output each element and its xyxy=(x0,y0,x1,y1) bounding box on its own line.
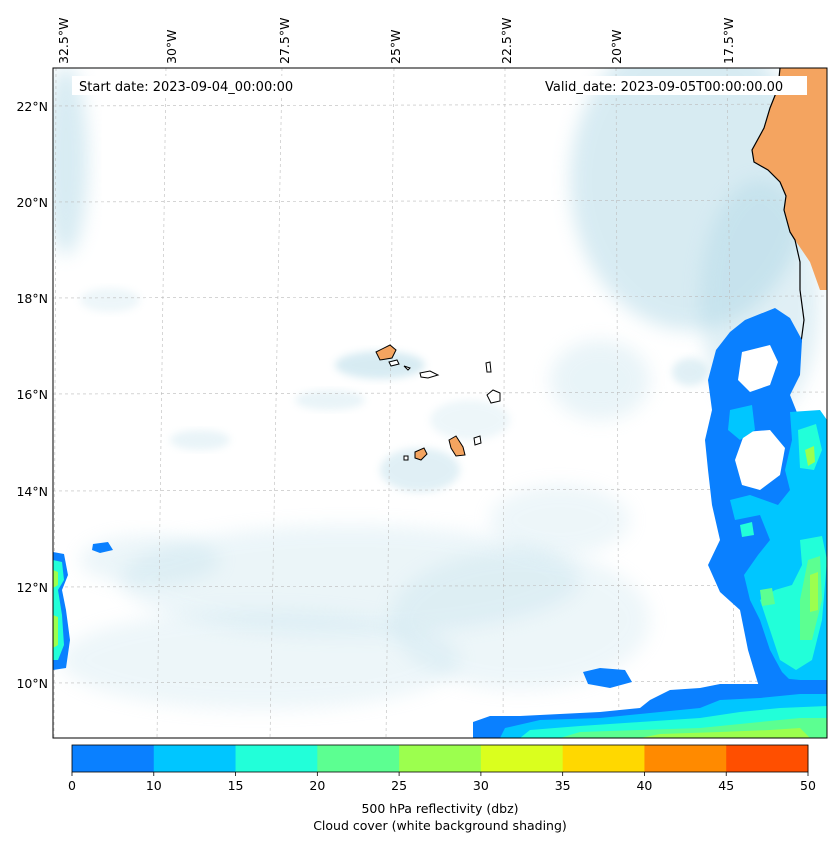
colorbar-swatch xyxy=(726,745,809,772)
lat-label-12n: 12°N xyxy=(16,580,48,595)
colorbar-sublabel: Cloud cover (white background shading) xyxy=(313,818,567,833)
colorbar-tick-label: 20 xyxy=(309,778,325,793)
colorbar-tick-label: 0 xyxy=(68,778,76,793)
cloud-cover-shading xyxy=(53,68,820,710)
lon-label-30w: 30°W xyxy=(164,29,179,64)
start-date-label: Start date: 2023-09-04_00:00:00 xyxy=(79,80,293,95)
lat-label-14n: 14°N xyxy=(16,484,48,499)
reflectivity-east xyxy=(705,308,827,700)
colorbar: 0 10 15 20 25 30 35 40 45 50 500 hPa reflectivity… xyxy=(68,744,816,833)
lon-label-27-5w: 27.5°W xyxy=(277,18,292,64)
map-panel: Start date: 2023-09-04_00:00:00 Valid_da… xyxy=(16,18,828,739)
start-date-box xyxy=(72,76,310,95)
lat-label-18n: 18°N xyxy=(16,291,48,306)
colorbar-frame xyxy=(71,744,809,773)
colorbar-swatch xyxy=(562,745,645,772)
longitude-labels: 32.5°W 30°W 27.5°W 25°W 22.5°W 20°W 17.5… xyxy=(56,18,736,64)
colorbar-swatch xyxy=(480,745,564,772)
colorbar-swatch xyxy=(235,745,318,772)
colorbar-tick-label: 25 xyxy=(391,778,407,793)
colorbar-swatch xyxy=(153,745,237,772)
lat-label-16n: 16°N xyxy=(16,387,48,402)
colorbar-tick-label: 40 xyxy=(636,778,652,793)
colorbar-swatch xyxy=(399,745,482,772)
lon-label-25w: 25°W xyxy=(388,29,403,64)
colorbar-swatch xyxy=(72,745,155,772)
colorbar-ticks: 0 10 15 20 25 30 35 40 45 50 xyxy=(68,772,816,793)
lon-label-22-5w: 22.5°W xyxy=(499,18,514,64)
lon-label-17-5w: 17.5°W xyxy=(721,18,736,64)
colorbar-tick-label: 15 xyxy=(228,778,244,793)
colorbar-swatch xyxy=(644,745,727,772)
lon-label-32-5w: 32.5°W xyxy=(56,18,71,64)
latitude-labels: 22°N 20°N 18°N 16°N 14°N 12°N 10°N xyxy=(16,99,48,691)
colorbar-tick-label: 30 xyxy=(473,778,489,793)
lon-label-20w: 20°W xyxy=(609,29,624,64)
colorbar-tick-label: 10 xyxy=(146,778,162,793)
colorbar-tick-label: 45 xyxy=(718,778,734,793)
colorbar-swatch xyxy=(317,745,400,772)
reflectivity-south xyxy=(473,668,827,738)
colorbar-swatches xyxy=(72,745,809,772)
cape-verde-islands xyxy=(375,344,501,461)
lat-label-22n: 22°N xyxy=(16,99,48,114)
colorbar-tick-label: 35 xyxy=(555,778,571,793)
lat-label-10n: 10°N xyxy=(16,676,48,691)
map-frame xyxy=(52,67,828,739)
valid-date-box xyxy=(540,76,807,95)
valid-date-label: Valid_date: 2023-09-05T00:00:00.00 xyxy=(545,80,783,95)
lat-label-20n: 20°N xyxy=(16,195,48,210)
colorbar-tick-label: 50 xyxy=(800,778,816,793)
colorbar-label: 500 hPa reflectivity (dbz) xyxy=(361,801,518,816)
reflectivity-west xyxy=(53,542,113,670)
